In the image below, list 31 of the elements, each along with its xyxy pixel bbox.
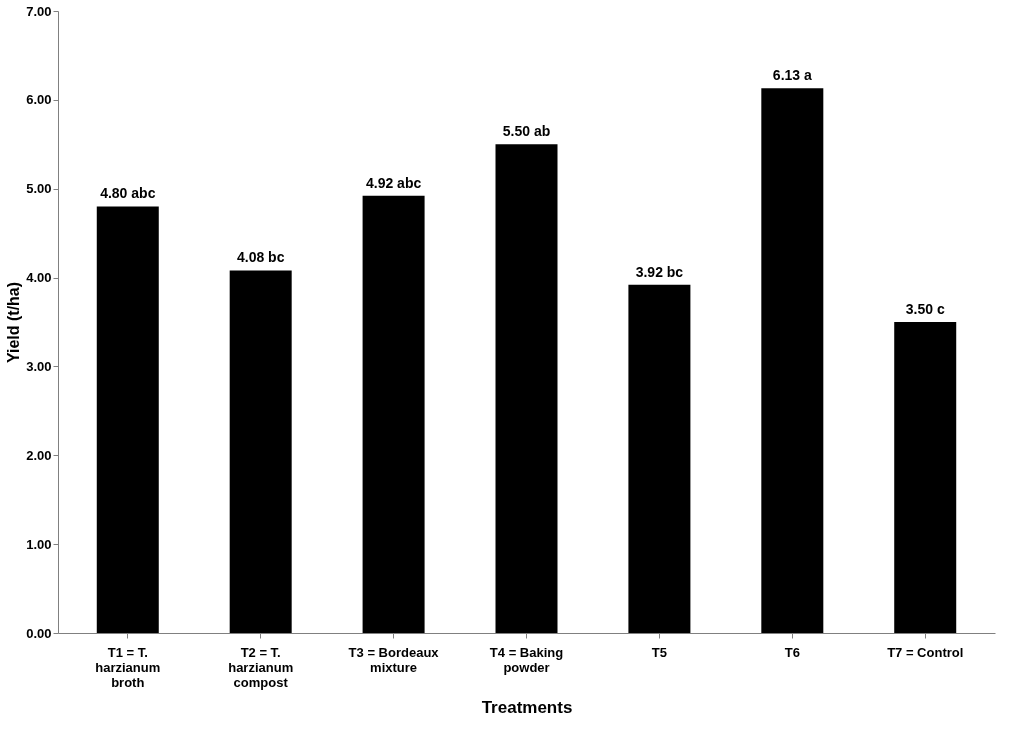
bar — [495, 144, 558, 633]
bar — [894, 322, 957, 633]
data-label: 6.13 a — [772, 67, 812, 84]
y-tick-label: 1.00 — [26, 536, 52, 552]
bar — [362, 195, 425, 633]
y-tick-label: 6.00 — [26, 92, 52, 108]
x-tick-label: T4 = Baking powder — [489, 644, 564, 675]
y-axis-title: Yield (t/ha) — [5, 281, 23, 364]
bar — [96, 206, 159, 633]
y-tick-label: 7.00 — [26, 3, 52, 19]
data-label: 3.92 bc — [635, 263, 684, 280]
y-tick-label: 5.00 — [26, 181, 52, 197]
y-tick-label: 3.00 — [26, 358, 52, 374]
x-tick-label: T5 — [651, 644, 667, 660]
x-tick-label: T7 = Control — [887, 644, 964, 660]
x-tick-label: T2 = T. harzianum compost — [228, 644, 294, 690]
bar — [229, 270, 292, 633]
x-tick-label: T6 — [784, 644, 800, 660]
bar — [628, 284, 691, 633]
bar — [761, 88, 824, 633]
x-tick-label: T1 = T. harzianum broth — [95, 644, 161, 690]
data-label: 4.92 abc — [365, 174, 422, 191]
x-tick-label: T3 = Bordeaux mixture — [348, 644, 440, 675]
x-axis-title: Treatments — [481, 697, 573, 717]
y-tick-label: 2.00 — [26, 447, 52, 463]
y-tick-label: 0.00 — [26, 625, 52, 641]
y-tick-label: 4.00 — [26, 270, 52, 286]
data-label: 4.80 abc — [100, 185, 156, 202]
data-label: 3.50 c — [905, 301, 945, 317]
data-label: 4.08 bc — [236, 249, 285, 266]
data-label: 5.50 ab — [502, 123, 551, 140]
